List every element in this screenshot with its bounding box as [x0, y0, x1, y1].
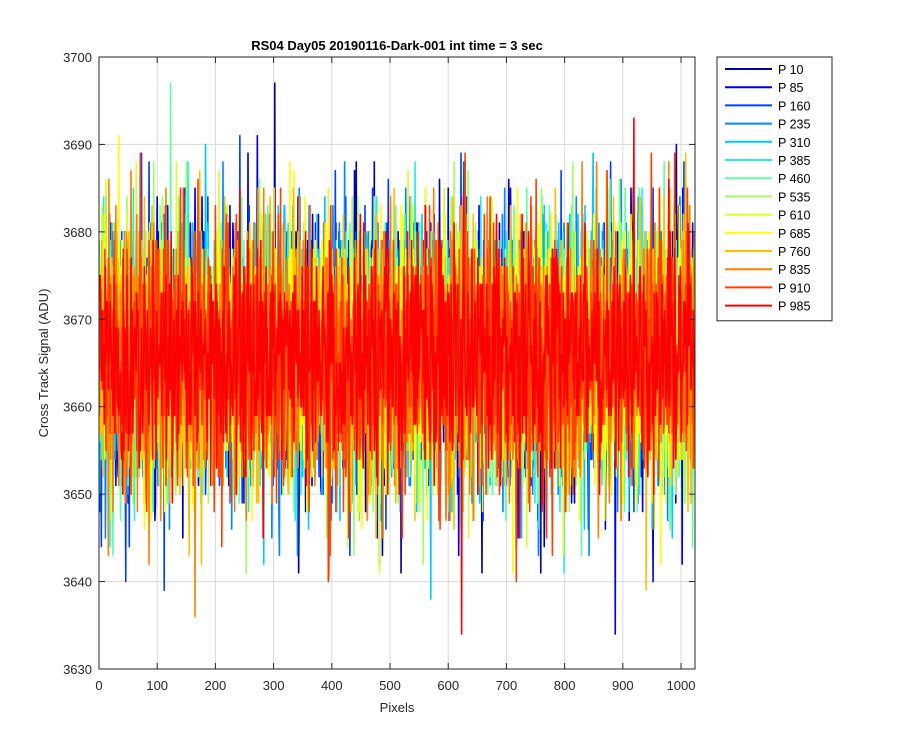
legend-label: P 85	[778, 81, 804, 95]
legend-label: P 385	[778, 154, 810, 168]
legend-box	[716, 56, 833, 322]
x-tick-label: 700	[496, 678, 518, 693]
x-tick-label: 100	[146, 678, 168, 693]
y-tick-label: 3670	[63, 312, 92, 327]
y-tick-label: 3660	[63, 400, 92, 415]
x-tick-label: 0	[95, 678, 102, 693]
x-tick-label: 1000	[667, 678, 696, 693]
y-axis-label: Cross Track Signal (ADU)	[36, 289, 51, 438]
legend-label: P 535	[778, 190, 810, 204]
axes-box	[98, 56, 696, 670]
legend: P 10 P 85 P 160 P 235 P 310 P 385 P 460 P 535 P …	[716, 56, 833, 322]
y-tick-label: 3680	[63, 225, 92, 240]
y-tick-label: 3630	[63, 662, 92, 677]
y-tick-label: 3690	[63, 137, 92, 152]
legend-label: P 985	[778, 300, 810, 314]
legend-label: P 760	[778, 245, 810, 259]
legend-label: P 610	[778, 209, 810, 223]
series-line-p-985	[99, 117, 695, 635]
legend-label: P 910	[778, 281, 810, 295]
x-tick-label: 300	[263, 678, 285, 693]
y-tick-label: 3650	[63, 487, 92, 502]
legend-label: P 685	[778, 227, 810, 241]
x-tick-label: 500	[379, 678, 401, 693]
legend-label: P 460	[778, 172, 810, 186]
axes: 0 100 200 300 400 500 600 700 800 900 1000 3630 3640…	[63, 50, 696, 693]
legend-label: P 235	[778, 118, 810, 132]
x-tick-label: 200	[205, 678, 227, 693]
legend-label: P 160	[778, 99, 810, 113]
chart-title: RS04 Day05 20190116-Dark-001 int time = …	[251, 38, 543, 53]
y-tick-label: 3640	[63, 575, 92, 590]
x-tick-label: 400	[321, 678, 343, 693]
x-tick-label: 800	[554, 678, 576, 693]
legend-label: P 310	[778, 136, 810, 150]
plot-area	[99, 82, 695, 635]
y-tick-label: 3700	[63, 50, 92, 65]
legend-label: P 835	[778, 263, 810, 277]
x-tick-label: 900	[612, 678, 634, 693]
legend-label: P 10	[778, 63, 804, 77]
x-axis-label: Pixels	[380, 700, 415, 715]
x-tick-label: 600	[437, 678, 459, 693]
